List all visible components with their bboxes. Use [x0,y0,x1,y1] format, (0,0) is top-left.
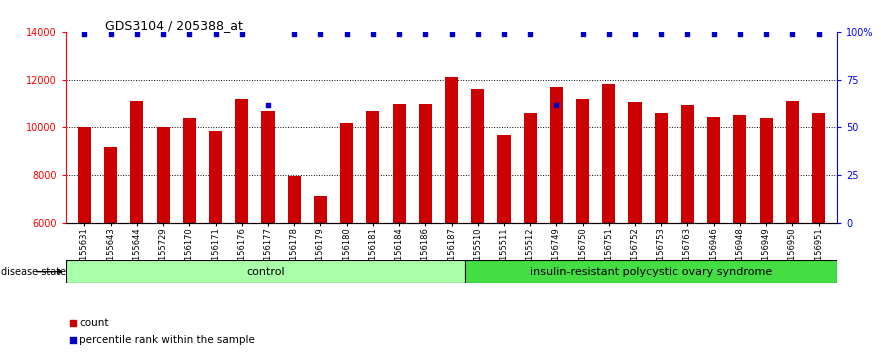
Bar [786,101,799,354]
Bar [235,99,248,354]
Text: disease state: disease state [2,267,66,277]
Point [182,31,196,36]
Point [655,31,669,36]
Bar [287,176,300,354]
Bar [707,117,721,354]
Bar [812,113,825,354]
Point [104,31,118,36]
Point [314,31,328,36]
Point [418,31,433,36]
Bar [550,87,563,354]
Point [759,31,774,36]
Point [497,31,511,36]
Point [287,31,301,36]
Point [234,31,248,36]
Point [575,31,589,36]
Point [811,31,825,36]
Bar [130,101,144,354]
Bar [445,77,458,354]
Bar [393,104,405,354]
Text: GDS3104 / 205388_at: GDS3104 / 205388_at [105,19,242,32]
Bar [209,131,222,354]
Bar [366,111,380,354]
Bar [66,260,465,283]
Point [130,31,144,36]
Bar [314,195,327,354]
Bar [262,111,275,354]
Bar [465,260,837,283]
Point [733,31,747,36]
Bar [759,118,773,354]
Point [680,31,694,36]
Point [785,31,799,36]
Bar [498,135,510,354]
Text: count: count [79,318,108,328]
Bar [157,127,170,354]
Bar [603,84,616,354]
Point [444,31,458,36]
Bar [733,115,746,354]
Point [470,31,485,36]
Point [550,102,564,107]
Point [628,31,642,36]
Point [602,31,616,36]
Bar [418,104,432,354]
Bar [576,99,589,354]
Point [156,31,170,36]
Bar [655,113,668,354]
Bar [681,105,694,354]
Bar [104,147,117,354]
Bar [182,118,196,354]
Point [339,230,353,235]
Point [392,31,406,36]
Text: insulin-resistant polycystic ovary syndrome: insulin-resistant polycystic ovary syndr… [529,267,772,277]
Point [523,31,537,36]
Bar [523,113,537,354]
Point [339,31,353,36]
Bar [471,89,485,354]
Point [366,31,380,36]
Point [78,31,92,36]
Bar [628,102,641,354]
Point [209,31,223,36]
Point [261,102,275,107]
Bar [78,127,91,354]
Text: control: control [246,267,285,277]
Text: percentile rank within the sample: percentile rank within the sample [79,335,255,345]
Point [707,31,721,36]
Point [339,75,353,81]
Bar [340,123,353,354]
